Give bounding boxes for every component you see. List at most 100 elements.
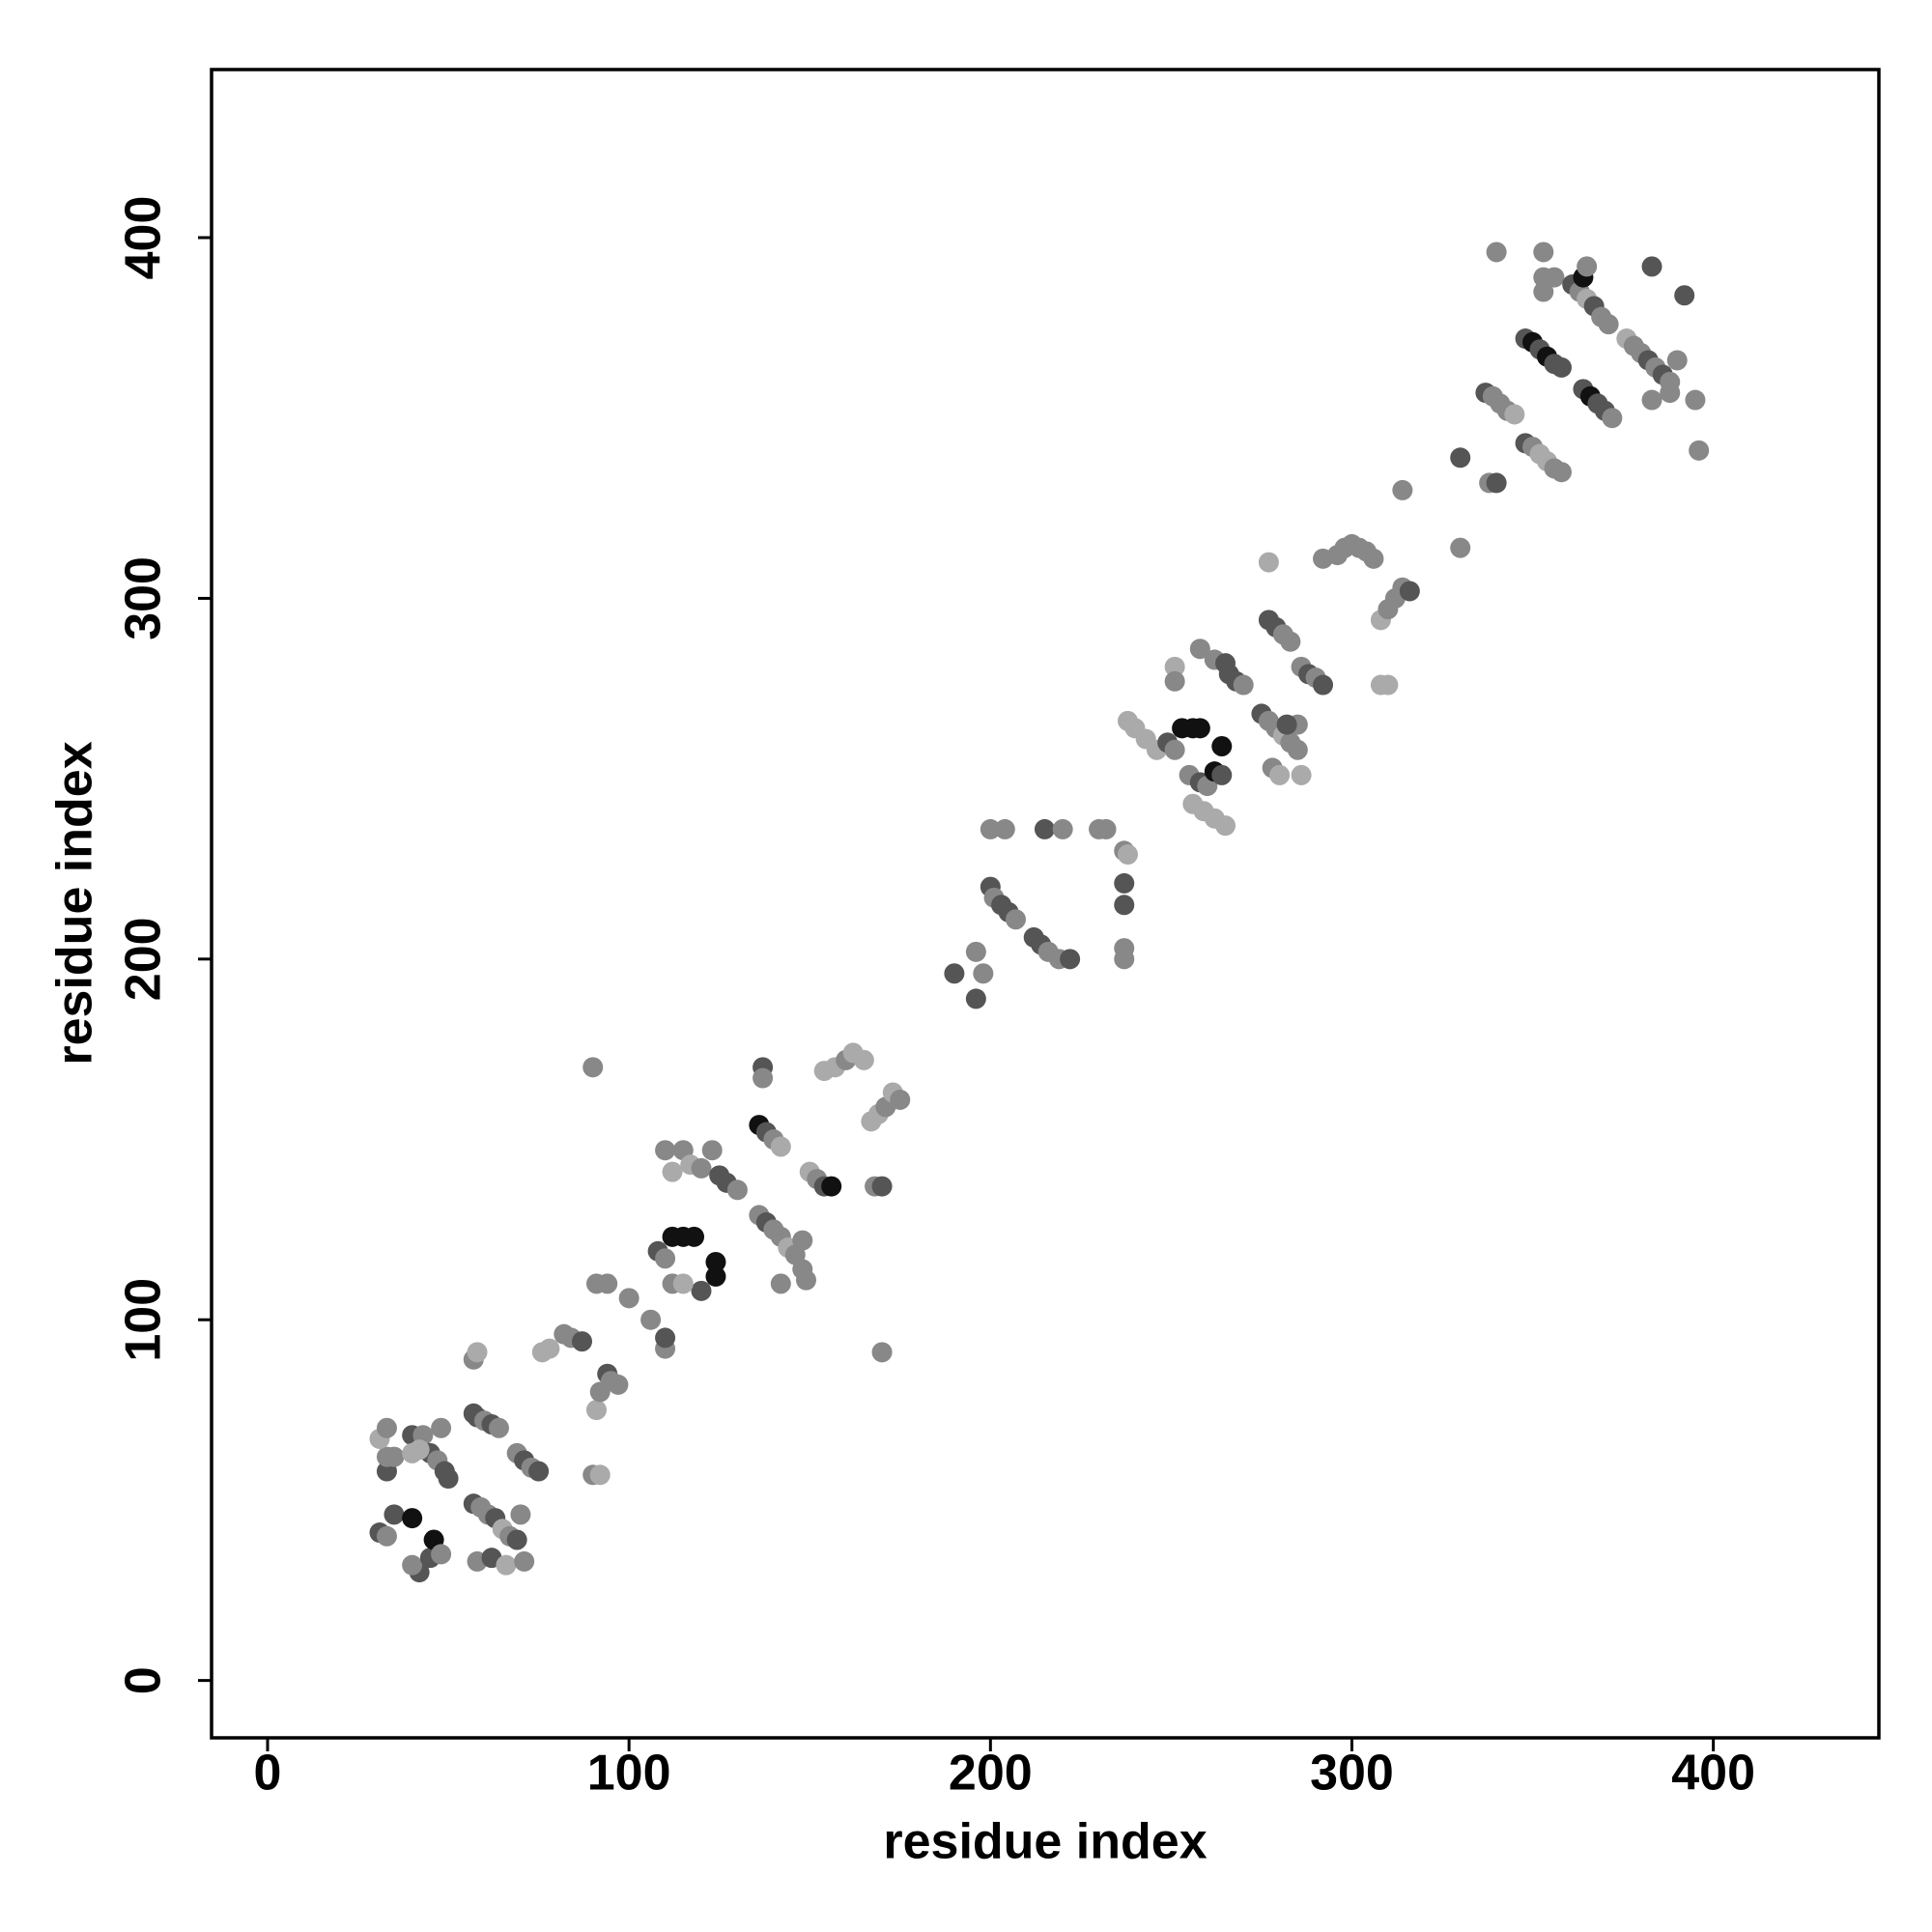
point [871,1342,893,1363]
point [701,1140,723,1161]
point [384,1446,405,1467]
point [662,1161,683,1182]
y-tick-label: 300 [116,556,172,640]
point [792,1230,813,1251]
point [384,1504,405,1525]
point [1641,256,1662,277]
point [1533,281,1554,302]
point [1269,764,1291,785]
point [1117,844,1138,866]
point [1164,670,1185,692]
point [726,1179,748,1201]
x-tick-label: 300 [1310,1746,1394,1802]
point [1052,818,1073,839]
point [691,1157,712,1179]
point [514,1550,535,1572]
point [1378,674,1399,696]
point [402,1554,423,1576]
point [1486,472,1507,494]
point [589,1464,611,1486]
x-tick-label: 0 [254,1746,282,1802]
point [1660,383,1681,404]
y-tick-label: 400 [116,196,172,280]
point [1258,552,1279,573]
point [1034,818,1055,839]
point [705,1265,726,1287]
point [1363,548,1384,569]
point [1533,242,1554,263]
point [528,1461,550,1482]
point [691,1280,712,1301]
point [994,818,1015,839]
point [1450,537,1471,558]
point [640,1309,662,1330]
point [1577,256,1598,277]
point [597,1273,618,1294]
point [980,818,1001,839]
y-tick-label: 0 [116,1666,172,1694]
point [705,1251,726,1272]
point [1544,267,1565,288]
point [1550,356,1572,378]
point [965,988,986,1009]
point [965,941,986,962]
point [539,1338,560,1359]
point [1287,739,1308,760]
point [496,1554,517,1576]
point [1689,440,1710,461]
point [655,1248,676,1269]
point [376,1525,397,1547]
point [1550,462,1572,483]
point [944,963,965,984]
point [1392,479,1413,500]
point [1189,718,1210,739]
point [1674,285,1695,306]
point [1215,815,1236,837]
point [1164,739,1185,760]
point [1280,631,1301,652]
point [1211,764,1233,785]
point [973,963,994,984]
point [890,1089,911,1110]
point [438,1468,459,1490]
point [1164,656,1185,677]
point [770,1136,791,1157]
point [1666,350,1688,371]
point [1114,949,1135,970]
x-tick-label: 400 [1671,1746,1755,1802]
point [770,1273,791,1294]
point [1685,389,1706,411]
point [1399,581,1420,602]
point [753,1067,774,1089]
point [510,1504,531,1525]
point [608,1374,629,1395]
point [376,1417,397,1438]
y-tick-label: 200 [116,917,172,1001]
x-tick-label: 100 [587,1746,671,1802]
point [409,1439,430,1461]
point [1006,909,1027,930]
point [618,1288,639,1309]
point [585,1400,607,1421]
point [1598,314,1619,335]
point [795,1269,816,1291]
point [821,1176,842,1197]
point [1060,949,1081,970]
point [1276,714,1297,735]
point [655,1140,676,1161]
point [1189,639,1210,660]
point [431,1417,452,1438]
point [1291,764,1312,785]
point [853,1049,874,1070]
point [1450,447,1471,469]
point [1641,389,1662,411]
point [1114,872,1135,894]
point [572,1331,593,1352]
point [506,1529,527,1550]
plot-frame [210,68,1881,1740]
point [1211,736,1233,757]
x-tick-label: 200 [949,1746,1033,1802]
point [871,1176,893,1197]
